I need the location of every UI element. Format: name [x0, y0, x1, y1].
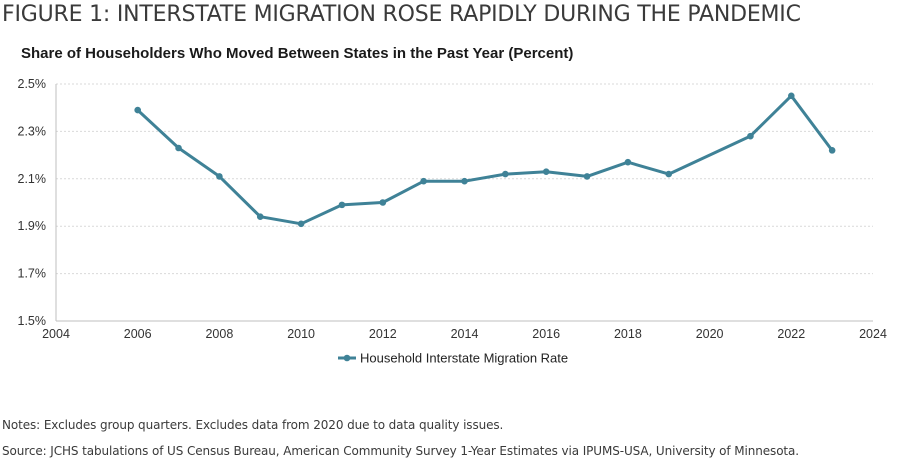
x-tick-label: 2010	[287, 327, 315, 341]
figure-title: FIGURE 1: INTERSTATE MIGRATION ROSE RAPI…	[2, 2, 801, 27]
source-text: Source: JCHS tabulations of US Census Bu…	[2, 444, 800, 458]
chart-axes	[55, 84, 873, 322]
x-tick-label: 2024	[859, 327, 887, 341]
data-point	[747, 132, 754, 140]
y-tick-label: 2.1%	[18, 172, 47, 186]
notes-text: Notes: Excludes group quarters. Excludes…	[2, 418, 504, 432]
y-axis-ticks: 1.5% 1.7% 1.9% 2.1% 2.3% 2.5%	[18, 77, 47, 328]
x-tick-label: 2016	[532, 327, 560, 341]
chart-gridlines	[56, 83, 873, 275]
x-tick-label: 2020	[696, 327, 724, 341]
data-point	[461, 177, 468, 185]
series-line	[136, 94, 834, 226]
x-tick-label: 2004	[42, 327, 70, 341]
x-tick-label: 2006	[124, 327, 152, 341]
x-tick-label: 2008	[205, 327, 233, 341]
y-tick-label: 1.5%	[18, 314, 47, 328]
data-point	[828, 147, 836, 154]
chart-series	[134, 92, 836, 228]
data-point	[502, 170, 509, 178]
data-point	[134, 106, 141, 114]
data-point	[542, 168, 550, 175]
y-tick-label: 2.3%	[18, 124, 47, 138]
data-point	[338, 201, 346, 209]
y-tick-label: 1.7%	[18, 267, 47, 281]
y-tick-label: 2.5%	[18, 77, 47, 91]
data-point	[583, 173, 591, 180]
line-chart: 1.5% 1.7% 1.9% 2.1% 2.3% 2.5% 2004 2006 2008 201…	[18, 77, 887, 366]
legend-swatch-marker	[343, 354, 351, 362]
data-point	[297, 220, 305, 228]
x-tick-label: 2022	[777, 327, 805, 341]
chart-title: Share of Householders Who Moved Between …	[21, 45, 574, 62]
chart-legend: Household Interstate Migration Rate	[338, 351, 568, 366]
data-point	[175, 144, 182, 152]
x-tick-label: 2014	[451, 327, 479, 341]
data-point	[624, 158, 632, 166]
data-point	[788, 92, 795, 100]
x-tick-label: 2012	[369, 327, 397, 341]
data-point	[216, 173, 223, 180]
x-axis-ticks: 2004 2006 2008 2010 2012 2014 2016 2018 2020 2022…	[42, 327, 887, 341]
data-point	[379, 199, 387, 206]
y-tick-label: 1.9%	[18, 219, 47, 233]
data-point	[665, 170, 673, 178]
data-point	[256, 213, 264, 221]
x-tick-label: 2018	[614, 327, 642, 341]
data-point	[420, 177, 427, 185]
legend-label: Household Interstate Migration Rate	[360, 351, 568, 366]
